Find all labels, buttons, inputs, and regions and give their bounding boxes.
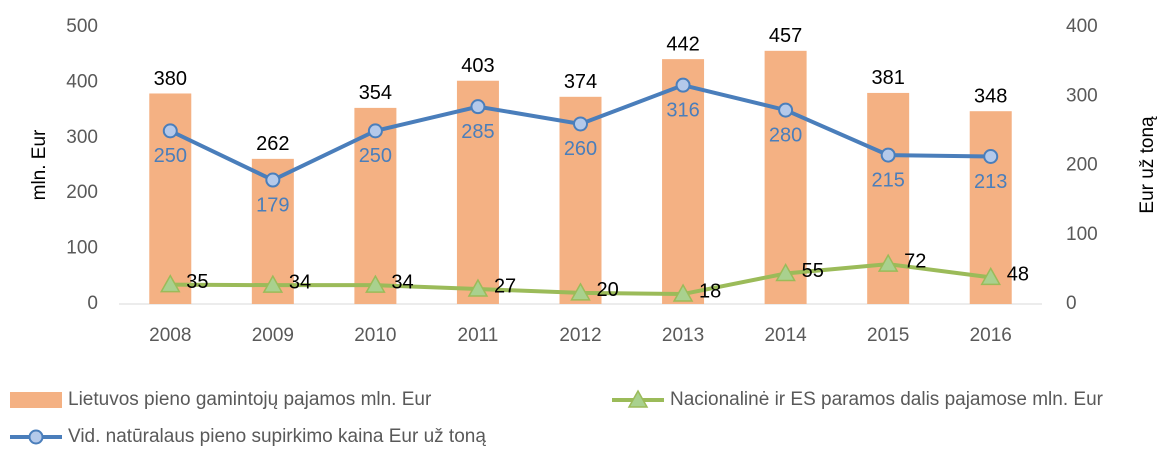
data-label: 260 [564, 138, 597, 160]
data-label: 179 [256, 194, 289, 216]
data-label: 354 [359, 82, 392, 104]
legend-marker [28, 429, 44, 445]
x-tick-label: 2008 [149, 325, 191, 346]
marker [570, 282, 591, 301]
data-label: 374 [564, 71, 597, 93]
x-tick-label: 2013 [662, 325, 704, 346]
data-label: 34 [289, 271, 311, 293]
data-label: 48 [1007, 264, 1029, 286]
data-label: 250 [359, 145, 392, 167]
marker [983, 148, 999, 164]
bar [456, 80, 499, 304]
x-tick-label: 2010 [354, 325, 396, 346]
y-axis-label: mln. Eur [29, 129, 50, 200]
y-tick-label: 200 [66, 182, 98, 203]
data-label: 381 [871, 67, 904, 89]
marker [367, 123, 383, 139]
data-label: 316 [666, 99, 699, 121]
y-tick-label: 0 [87, 293, 98, 314]
marker [159, 274, 181, 293]
marker [470, 99, 486, 115]
marker [467, 278, 489, 297]
y2-tick-label: 300 [1066, 85, 1098, 106]
data-label: 403 [461, 55, 494, 77]
marker [980, 266, 1002, 286]
marker [775, 263, 796, 282]
data-label: 213 [974, 171, 1007, 193]
data-label: 262 [256, 133, 289, 155]
bar [662, 59, 705, 304]
data-label: 348 [974, 85, 1007, 107]
data-label: 20 [597, 279, 619, 301]
marker [672, 283, 694, 302]
data-label: 34 [391, 271, 413, 293]
marker [365, 274, 386, 293]
marker [262, 274, 284, 293]
bar [764, 50, 807, 305]
data-label: 35 [186, 271, 208, 293]
marker [675, 77, 691, 93]
marker [778, 102, 794, 118]
data-label: 285 [461, 121, 494, 143]
data-label: 215 [871, 169, 904, 191]
marker [877, 253, 899, 272]
legend-swatch [10, 392, 62, 408]
y2-tick-label: 0 [1066, 293, 1077, 314]
legend-label: Vid. natūralaus pieno supirkimo kaina Eu… [68, 426, 486, 447]
y-tick-label: 500 [66, 16, 98, 37]
data-label: 55 [802, 260, 824, 282]
data-label: 27 [494, 275, 516, 297]
y-tick-label: 300 [66, 127, 98, 148]
bar [354, 107, 397, 304]
bar [867, 92, 910, 305]
y2-tick-label: 100 [1066, 224, 1098, 245]
data-label: 72 [904, 250, 926, 272]
y2-axis-label: Eur už toną [1137, 116, 1158, 214]
data-label: 280 [769, 124, 802, 146]
marker [573, 116, 588, 132]
data-label: 380 [154, 68, 187, 90]
y-tick-label: 100 [66, 238, 98, 259]
data-label: 18 [699, 280, 721, 302]
legend-marker [627, 389, 649, 408]
y2-tick-label: 400 [1066, 16, 1098, 37]
x-tick-label: 2012 [559, 325, 601, 346]
marker [162, 123, 178, 139]
data-label: 250 [154, 145, 187, 167]
data-label: 442 [666, 33, 699, 55]
legend-label: Nacionalinė ir ES paramos dalis pajamose… [670, 389, 1104, 410]
x-tick-label: 2015 [867, 325, 909, 346]
x-tick-label: 2014 [764, 325, 807, 346]
x-tick-label: 2009 [252, 325, 294, 346]
x-tick-label: 2011 [458, 325, 499, 346]
y-tick-label: 400 [66, 71, 98, 92]
x-tick-label: 2016 [970, 325, 1012, 346]
marker [265, 172, 281, 188]
data-label: 457 [769, 25, 802, 47]
y2-tick-label: 200 [1066, 155, 1098, 176]
legend-label: Lietuvos pieno gamintojų pajamos mln. Eu… [68, 389, 432, 410]
marker [880, 147, 896, 163]
